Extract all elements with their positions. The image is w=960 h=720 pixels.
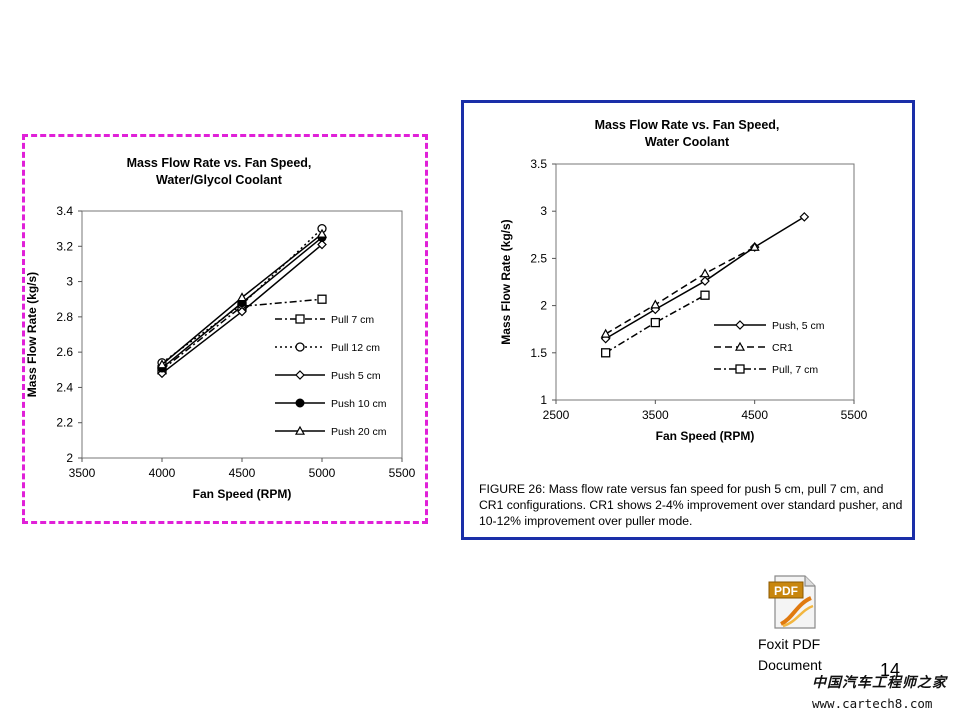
y-tick-label: 2.6 [56, 345, 73, 359]
legend-marker [734, 341, 746, 351]
data-point [601, 348, 611, 358]
plot-area-frame [555, 163, 855, 401]
x-tick-label: 5500 [389, 466, 416, 480]
legend-label: Push 10 cm [331, 398, 387, 410]
x-axis-label: Fan Speed (RPM) [193, 487, 292, 501]
legend-marker [295, 342, 305, 352]
chart-title-line: Mass Flow Rate vs. Fan Speed, [595, 118, 780, 132]
series-push-20-cm [156, 228, 328, 369]
y-axis-label: Mass Flow Rate (kg/s) [499, 219, 513, 344]
left-chart-panel: Mass Flow Rate vs. Fan Speed, Water/Glyco… [22, 134, 428, 524]
y-tick-label: 1.5 [530, 346, 547, 360]
y-tick-label: 3.2 [56, 239, 73, 253]
right-chart-panel: Mass Flow Rate vs. Fan Speed, Water Coola… [461, 100, 915, 540]
x-tick-label: 4500 [229, 466, 256, 480]
y-tick-label: 3 [540, 204, 547, 218]
legend-label: Pull, 7 cm [772, 364, 818, 376]
legend-item: Push 10 cm [275, 398, 387, 410]
legend-item: Push, 5 cm [714, 320, 825, 332]
y-tick-label: 2 [66, 451, 73, 465]
legend-marker [295, 314, 305, 324]
x-tick-label: 3500 [642, 408, 669, 422]
x-tick-label: 3500 [69, 466, 96, 480]
data-point [156, 359, 168, 369]
pdf-icon-text: PDF [774, 584, 798, 598]
legend-item: Push 5 cm [275, 370, 381, 382]
series-cr1 [600, 241, 760, 338]
glycol-coolant-chart: Mass Flow Rate vs. Fan Speed, Water/Glyco… [25, 156, 416, 501]
series-push-5-cm [157, 239, 327, 379]
x-tick-label: 2500 [543, 408, 570, 422]
series-pull-7-cm [601, 290, 710, 358]
data-point [650, 299, 661, 309]
legend-label: CR1 [772, 342, 793, 354]
pdf-file-label[interactable]: Foxit PDF Document [758, 634, 858, 676]
legend-label: Push 5 cm [331, 370, 381, 382]
water-coolant-chart: Mass Flow Rate vs. Fan Speed, Water Coola… [499, 118, 868, 443]
y-tick-label: 2.5 [530, 251, 547, 265]
x-tick-label: 4500 [741, 408, 768, 422]
y-tick-label: 3.4 [56, 204, 73, 218]
data-point [700, 276, 710, 286]
legend-label: Pull 12 cm [331, 342, 380, 354]
y-tick-label: 2 [540, 299, 547, 313]
legend-marker [295, 398, 305, 408]
y-tick-label: 2.2 [56, 416, 73, 430]
y-tick-label: 2.8 [56, 310, 73, 324]
pdf-file-icon[interactable]: PDF [767, 574, 819, 630]
plot-area-frame [81, 210, 403, 459]
watermark: 中国汽车工程师之家 www.cartech8.com [812, 672, 958, 711]
x-tick-label: 4000 [149, 466, 176, 480]
chart-title-line: Mass Flow Rate vs. Fan Speed, [127, 156, 312, 170]
y-tick-label: 3 [66, 275, 73, 289]
data-point [317, 294, 327, 304]
page-number: 14 [880, 660, 901, 680]
legend-item: Push 20 cm [275, 425, 387, 438]
legend-label: Push 20 cm [331, 426, 387, 438]
series-line [605, 294, 706, 354]
legend-marker [735, 320, 745, 330]
series-line [605, 246, 756, 335]
legend-item: CR1 [714, 341, 793, 354]
y-tick-label: 3.5 [530, 157, 547, 171]
chart-title-line: Water Coolant [645, 135, 730, 149]
pdf-label-line1: Foxit PDF [758, 636, 821, 652]
x-tick-label: 5000 [309, 466, 336, 480]
data-point [749, 241, 760, 251]
data-point [237, 306, 247, 317]
data-point [600, 328, 611, 338]
data-point [316, 228, 328, 238]
legend-label: Push, 5 cm [772, 320, 825, 332]
y-tick-label: 2.4 [56, 380, 73, 394]
watermark-chinese-text: 中国汽车工程师之家 [812, 675, 947, 691]
data-point [700, 290, 710, 300]
x-axis-label: Fan Speed (RPM) [656, 429, 755, 443]
series-line [161, 298, 323, 371]
data-point [699, 268, 711, 278]
y-axis-label: Mass Flow Rate (kg/s) [25, 272, 39, 397]
data-point [799, 212, 810, 222]
x-tick-label: 5500 [841, 408, 868, 422]
data-point [650, 317, 660, 328]
figure-caption: FIGURE 26: Mass flow rate versus fan spe… [479, 482, 903, 528]
legend-marker [735, 364, 745, 374]
legend-marker [295, 370, 305, 380]
legend-item: Pull 12 cm [275, 342, 380, 354]
chart-title-line: Water/Glycol Coolant [156, 173, 283, 187]
watermark-url: www.cartech8.com [812, 696, 933, 711]
legend-item: Pull 7 cm [275, 314, 374, 326]
data-point [236, 292, 248, 302]
legend-label: Pull 7 cm [331, 314, 374, 326]
legend-item: Pull, 7 cm [714, 364, 818, 376]
legend-marker [294, 425, 306, 435]
y-tick-label: 1 [540, 393, 547, 407]
data-point [317, 239, 327, 250]
pdf-label-line2: Document [758, 657, 822, 673]
